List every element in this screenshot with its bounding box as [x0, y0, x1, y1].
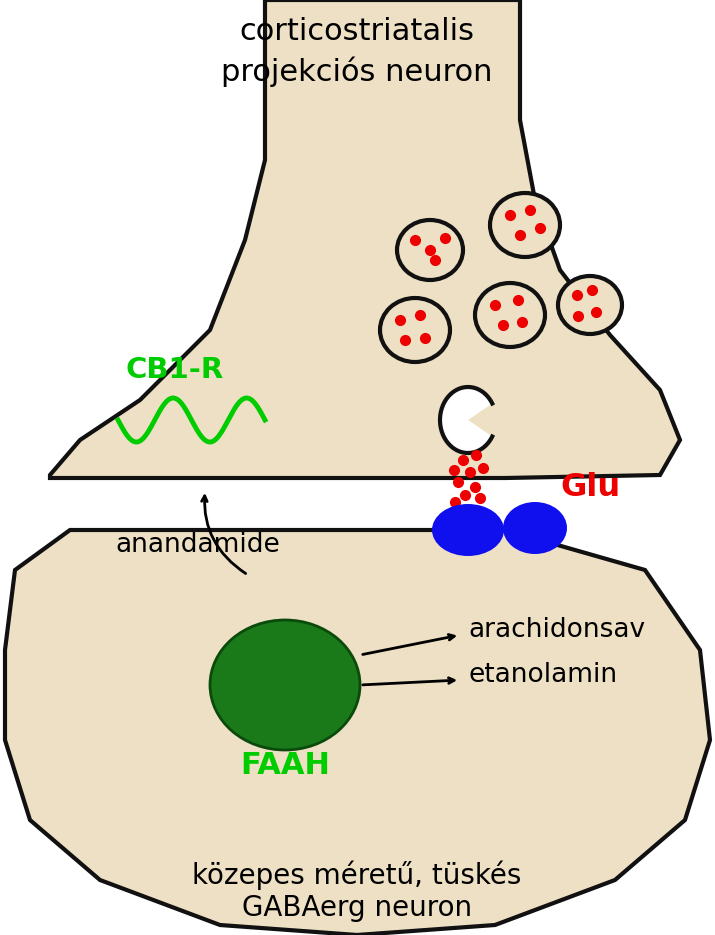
Ellipse shape: [380, 298, 450, 362]
Text: anandamide: anandamide: [115, 532, 280, 558]
Ellipse shape: [475, 283, 545, 347]
Text: etanolamin: etanolamin: [468, 662, 617, 688]
Text: corticostriatalis
projekciós neuron: corticostriatalis projekciós neuron: [221, 18, 493, 87]
Polygon shape: [440, 387, 492, 453]
Text: CB1-R: CB1-R: [126, 356, 224, 384]
Ellipse shape: [558, 276, 622, 334]
Polygon shape: [5, 530, 710, 935]
Ellipse shape: [432, 504, 504, 556]
Polygon shape: [50, 0, 680, 478]
Text: közepes méretű, tüskés: közepes méretű, tüskés: [192, 860, 522, 890]
Ellipse shape: [503, 502, 567, 554]
Ellipse shape: [490, 193, 560, 257]
Text: Glu: Glu: [560, 472, 620, 504]
Text: arachidonsav: arachidonsav: [468, 617, 645, 643]
Ellipse shape: [210, 620, 360, 750]
Text: GABAerg neuron: GABAerg neuron: [242, 894, 472, 922]
Text: FAAH: FAAH: [240, 751, 330, 780]
Ellipse shape: [397, 220, 463, 280]
